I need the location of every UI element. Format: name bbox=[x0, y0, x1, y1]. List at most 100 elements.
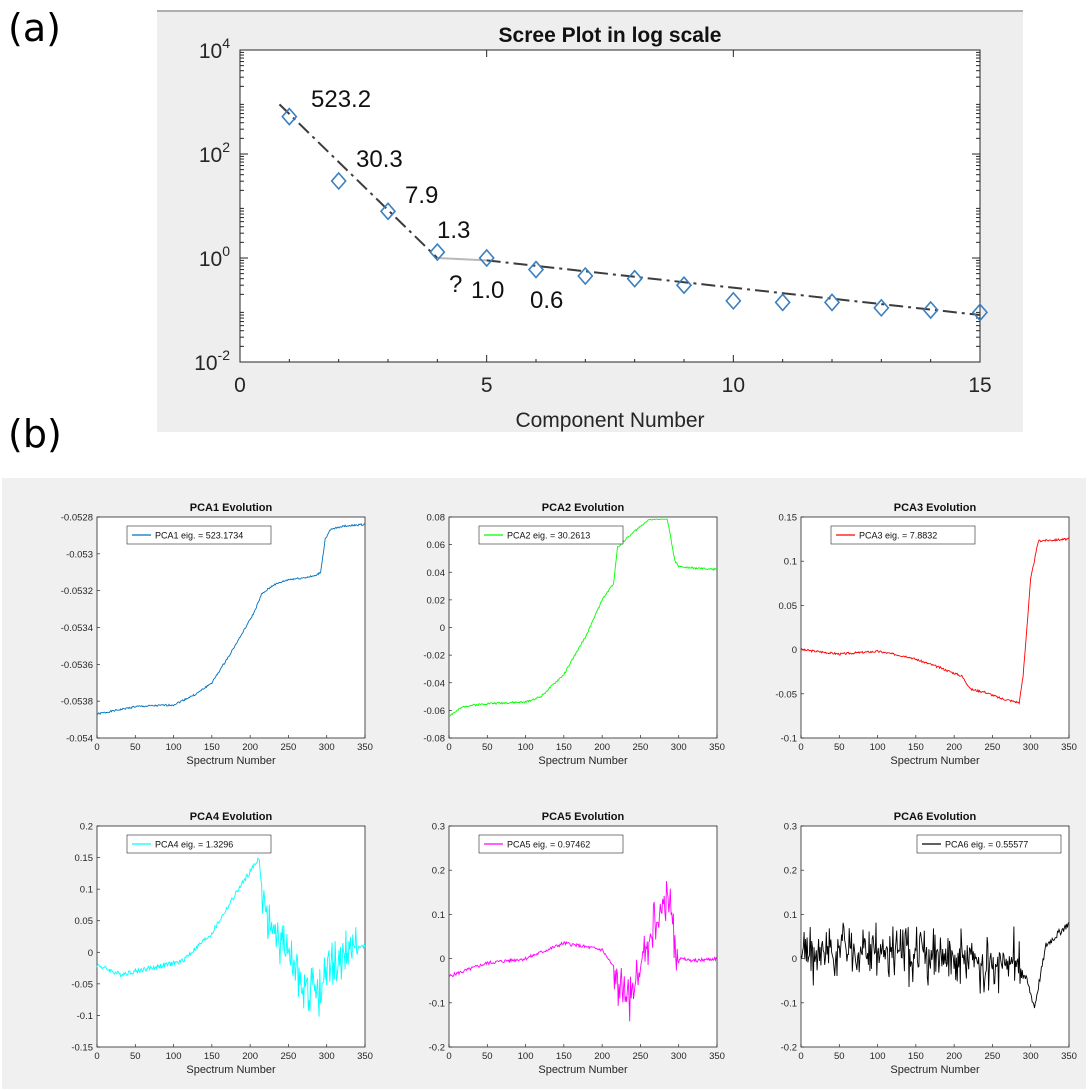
x-tick-label: 100 bbox=[518, 742, 534, 753]
legend-label: PCA2 eig. = 30.2613 bbox=[507, 531, 590, 541]
x-tick-label: 300 bbox=[1023, 742, 1039, 753]
y-tick-label: -0.0532 bbox=[61, 586, 93, 597]
x-tick-label: 50 bbox=[482, 742, 493, 753]
legend-label: PCA4 eig. = 1.3296 bbox=[155, 840, 233, 850]
x-tick-label: 200 bbox=[594, 1051, 610, 1062]
x-tick-label: 350 bbox=[357, 1051, 373, 1062]
data-label: ? bbox=[449, 271, 462, 298]
x-tick-label: 350 bbox=[709, 1051, 725, 1062]
y-tick-label: 0.06 bbox=[427, 540, 446, 551]
x-tick-label: 100 bbox=[870, 742, 886, 753]
data-label: 523.2 bbox=[311, 86, 371, 113]
y-tick-label: -0.054 bbox=[66, 734, 93, 745]
data-point bbox=[823, 293, 841, 312]
data-label: 1.0 bbox=[471, 277, 504, 304]
x-tick-label: 50 bbox=[130, 742, 141, 753]
y-tick-label: 0.15 bbox=[75, 853, 94, 864]
subplot-pca4: PCA4 Evolution Spectrum Number 0 50 100 150 20… bbox=[71, 811, 373, 1076]
subplot-pca1: PCA1 Evolution Spectrum Number 0 50 100 150 20… bbox=[61, 502, 373, 767]
y-tick-label: -0.1 bbox=[429, 998, 445, 1009]
y-tick-label: 0.1 bbox=[432, 910, 445, 921]
data-point bbox=[873, 298, 890, 318]
y-tick-label: 0.1 bbox=[80, 885, 93, 896]
y-tick-label: -0.1 bbox=[781, 998, 797, 1009]
data-point bbox=[281, 107, 298, 126]
fit-line-3 bbox=[486, 259, 981, 317]
y-tick-label: 0.15 bbox=[779, 513, 798, 524]
y-tick-label: 0 bbox=[440, 623, 445, 634]
x-tick-label: 150 bbox=[204, 1051, 220, 1062]
x-tick-label: 350 bbox=[709, 742, 725, 753]
x-tick-label: 0 bbox=[798, 742, 803, 753]
x-tick-label: 10 bbox=[722, 374, 745, 397]
subplot-pca5: PCA5 Evolution Spectrum Number 0 50 100 150 20… bbox=[429, 811, 725, 1076]
subplot-area bbox=[800, 516, 1070, 739]
y-tick-label: 0.05 bbox=[779, 601, 798, 612]
x-tick-label: 250 bbox=[984, 1051, 1000, 1062]
y-tick-label: -0.2 bbox=[429, 1043, 445, 1054]
x-tick-label: 150 bbox=[908, 1051, 924, 1062]
data-point bbox=[577, 266, 594, 286]
series-line bbox=[800, 537, 1070, 705]
legend-label: PCA5 eig. = 0.97462 bbox=[507, 840, 590, 850]
subplot-title: PCA1 Evolution bbox=[190, 502, 273, 514]
x-tick-label: 0 bbox=[94, 742, 99, 753]
data-point bbox=[478, 248, 495, 268]
legend-label: PCA1 eig. = 523.1734 bbox=[155, 531, 243, 541]
panel-label-a: (a) bbox=[8, 6, 61, 50]
subplot-pca3: PCA3 Evolution Spectrum Number 0 50 100 150 20… bbox=[775, 502, 1077, 767]
data-point bbox=[626, 269, 643, 288]
data-point bbox=[527, 260, 545, 279]
x-tick-label: 0 bbox=[446, 742, 451, 753]
x-tick-label: 200 bbox=[946, 742, 962, 753]
y-tick-label: -0.04 bbox=[423, 678, 445, 689]
x-tick-label: 350 bbox=[1061, 1051, 1077, 1062]
y-tick-label: 0.05 bbox=[75, 916, 94, 927]
x-tick-label: 0 bbox=[798, 1051, 803, 1062]
subplot-area bbox=[448, 516, 718, 739]
subplot-area bbox=[96, 825, 366, 1048]
y-tick-label: 0 bbox=[792, 645, 797, 656]
x-tick-label: 100 bbox=[518, 1051, 534, 1062]
data-point bbox=[922, 300, 939, 320]
series-line bbox=[96, 523, 366, 716]
x-tick-label: 350 bbox=[357, 742, 373, 753]
y-tick-label: 0.2 bbox=[784, 866, 797, 877]
y-tick-label: 0.3 bbox=[784, 822, 797, 833]
x-axis-label: Spectrum Number bbox=[538, 1064, 628, 1076]
scree-plot-figure: Scree Plot in log scale Component Number 0… bbox=[157, 10, 1023, 432]
x-axis-label: Spectrum Number bbox=[186, 755, 276, 767]
series-line bbox=[800, 922, 1070, 1009]
x-tick-label: 150 bbox=[556, 742, 572, 753]
x-tick-label: 0 bbox=[94, 1051, 99, 1062]
x-tick-label: 250 bbox=[984, 742, 1000, 753]
legend-label: PCA6 eig. = 0.55577 bbox=[945, 840, 1028, 850]
data-point bbox=[971, 303, 989, 322]
y-tick-label: 102 bbox=[199, 139, 230, 167]
y-tick-label: 0.3 bbox=[432, 822, 445, 833]
y-tick-label: 0 bbox=[440, 954, 445, 965]
data-point bbox=[429, 242, 446, 262]
y-tick-label: -0.1 bbox=[77, 1011, 93, 1022]
y-tick-label: 104 bbox=[199, 35, 230, 63]
y-tick-label: 10-2 bbox=[194, 347, 230, 375]
x-tick-label: 50 bbox=[834, 742, 845, 753]
x-tick-label: 150 bbox=[204, 742, 220, 753]
x-tick-label: 100 bbox=[166, 1051, 182, 1062]
y-tick-label: 0.04 bbox=[427, 568, 446, 579]
y-tick-label: -0.02 bbox=[423, 651, 445, 662]
plot-area bbox=[239, 49, 981, 363]
legend-box bbox=[126, 525, 272, 545]
x-tick-label: 200 bbox=[946, 1051, 962, 1062]
subplot-title: PCA5 Evolution bbox=[542, 811, 625, 823]
chart-title: Scree Plot in log scale bbox=[499, 24, 722, 47]
fit-line-1 bbox=[278, 103, 439, 259]
y-tick-label: -0.08 bbox=[423, 734, 445, 745]
y-tick-label: 0.2 bbox=[432, 866, 445, 877]
x-tick-label: 100 bbox=[166, 742, 182, 753]
x-tick-label: 350 bbox=[1061, 742, 1077, 753]
subplot-pca2: PCA2 Evolution Spectrum Number 0 50 100 150 20… bbox=[423, 502, 725, 767]
y-tick-label: 0 bbox=[88, 948, 93, 959]
data-point bbox=[774, 293, 791, 312]
x-tick-label: 200 bbox=[242, 742, 258, 753]
